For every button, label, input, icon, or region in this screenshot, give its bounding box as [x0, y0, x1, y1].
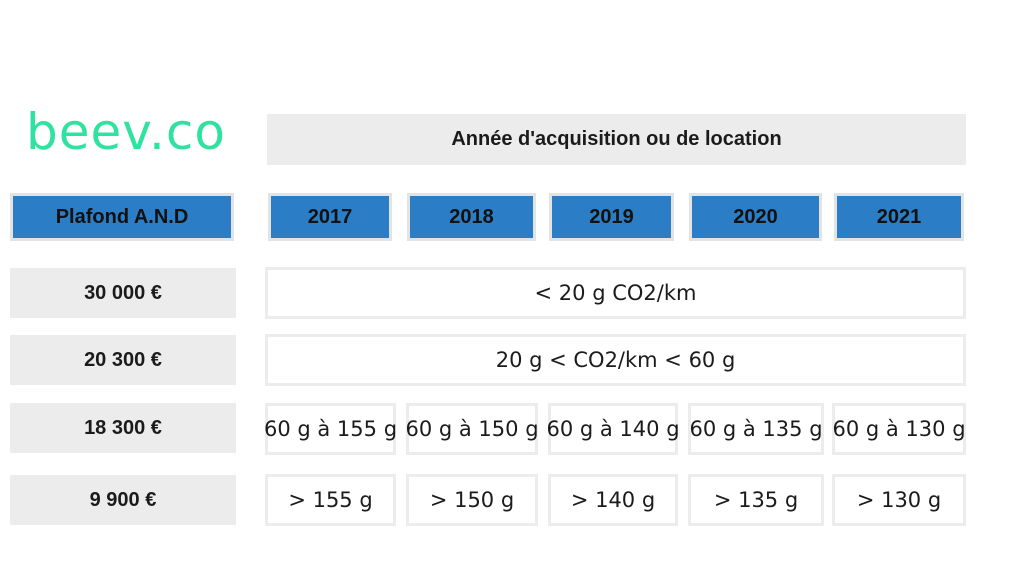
ceiling-cell: 20 300 € [10, 335, 236, 385]
threshold-cell-2020: 60 g à 135 g [688, 403, 824, 455]
year-header-2018: 2018 [407, 193, 536, 241]
year-header-2017: 2017 [268, 193, 392, 241]
year-header-2021: 2021 [834, 193, 964, 241]
brand-logo: beev.co [26, 103, 226, 161]
ceiling-cell: 30 000 € [10, 268, 236, 318]
threshold-cell-2018: > 150 g [406, 474, 538, 526]
ceiling-cell: 18 300 € [10, 403, 236, 453]
threshold-cell-2021: > 130 g [832, 474, 966, 526]
threshold-cell-2020: > 135 g [688, 474, 824, 526]
threshold-cell-2019: > 140 g [548, 474, 678, 526]
ceiling-cell: 9 900 € [10, 475, 236, 525]
row-header-label: Plafond A.N.D [10, 193, 234, 241]
threshold-cell-2017: 60 g à 155 g [264, 403, 397, 455]
threshold-cell-2021: 60 g à 130 g [832, 403, 966, 455]
year-header-2019: 2019 [549, 193, 674, 241]
threshold-cell-2018: 60 g à 150 g [405, 403, 539, 455]
threshold-cell-2017: > 155 g [265, 474, 396, 526]
year-header-2020: 2020 [689, 193, 822, 241]
merged-threshold-cell: 20 g < CO2/km < 60 g [265, 334, 966, 386]
table-title: Année d'acquisition ou de location [267, 114, 966, 165]
merged-threshold-cell: < 20 g CO2/km [265, 267, 966, 319]
threshold-cell-2019: 60 g à 140 g [546, 403, 680, 455]
